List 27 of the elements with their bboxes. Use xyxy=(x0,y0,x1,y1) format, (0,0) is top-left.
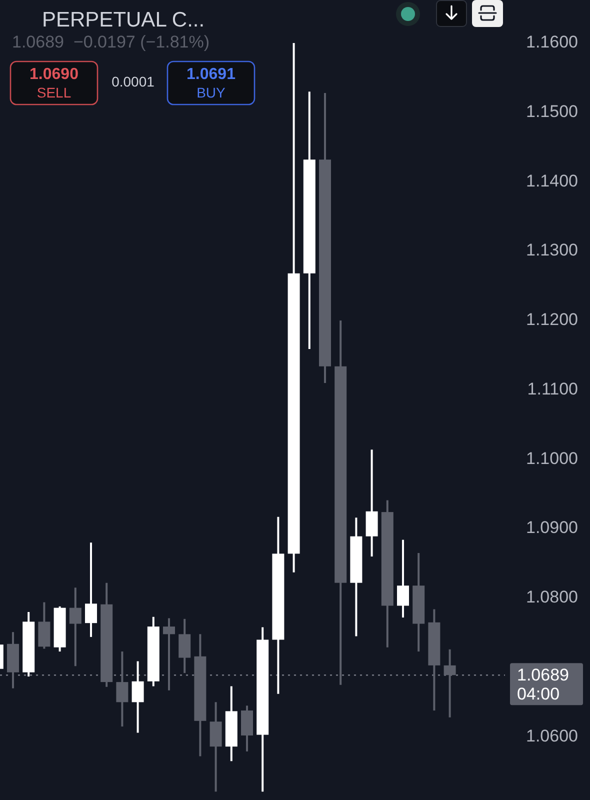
y-tick-label: 1.0800 xyxy=(526,588,578,607)
chart-title: PERPETUAL C... xyxy=(42,8,205,32)
candlestick xyxy=(85,542,97,638)
candlestick xyxy=(178,618,191,674)
candlestick xyxy=(444,648,456,718)
text: 04:00 xyxy=(517,684,560,704)
candlestick xyxy=(163,617,175,692)
text: 1.0689 −0.0197 (−1.81%) xyxy=(12,32,210,52)
y-tick-label: 1.0900 xyxy=(526,518,578,538)
annotation: SELL xyxy=(36,84,72,101)
candlestick xyxy=(69,586,82,668)
y-tick-label: 1.1500 xyxy=(526,102,578,121)
y-tick-label: 1.1400 xyxy=(526,171,578,190)
y-tick-label: 1.0600 xyxy=(526,726,578,746)
annotation: BUY xyxy=(196,84,226,101)
ref-line-label: 1.0689 xyxy=(517,666,569,685)
candlestick xyxy=(116,650,128,728)
y-tick-label: 1.1300 xyxy=(526,240,578,260)
candlestick xyxy=(397,538,409,619)
annotation: 1.0690 xyxy=(30,66,79,84)
y-tick-label: 1.1000 xyxy=(526,448,578,468)
candlestick xyxy=(132,660,144,734)
annotation: 1.0691 xyxy=(186,66,236,84)
y-tick-label: 1.1200 xyxy=(526,310,578,330)
annotation: 0.0001 xyxy=(112,74,155,90)
y-tick-label: 1.1100 xyxy=(527,379,578,398)
y-tick-label: 1.1600 xyxy=(526,32,578,52)
